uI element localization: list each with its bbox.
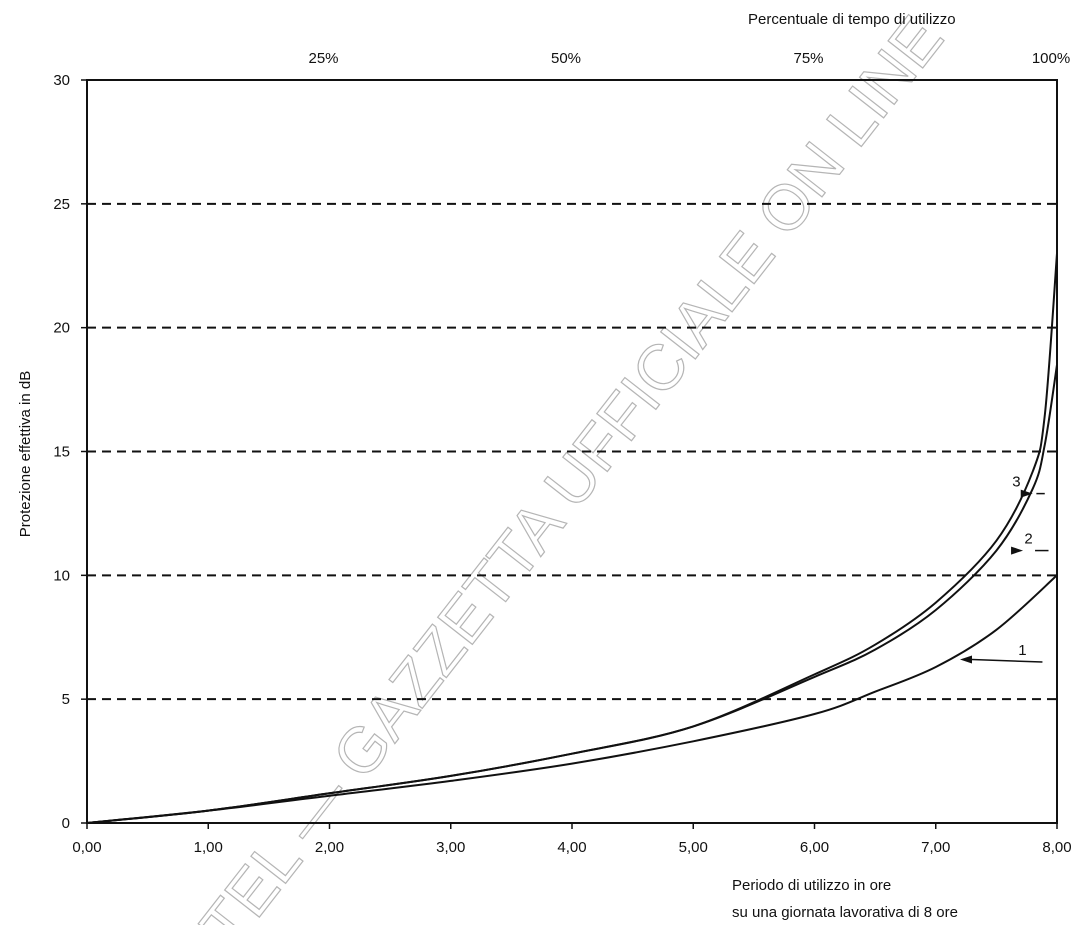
curve-label-arrowhead	[1011, 546, 1024, 555]
x-tick-label: 2,00	[315, 839, 344, 856]
watermark-text: TEL — GAZZETTA UFFICIALE ON LINE	[186, 3, 956, 925]
series-line-1	[86, 574, 1058, 824]
curve-label-text: 3	[1012, 474, 1020, 491]
series-group	[86, 253, 1058, 824]
top-axis-ticks: 25% 50% 75% 100%	[308, 50, 1070, 67]
x-axis-ticks: 0,00 1,00 2,00 3,00 4,00 5,00 6,00 7,00 8,00	[72, 823, 1072, 856]
x-tick-label: 8,00	[1042, 839, 1071, 856]
x-tick-label: 6,00	[800, 839, 829, 856]
dashed-gridlines	[87, 202, 1057, 701]
y-tick-label: 20	[53, 320, 70, 337]
series-line-3	[86, 253, 1058, 824]
x-tick-label: 5,00	[679, 839, 708, 856]
curve-label-arrowhead	[960, 655, 972, 664]
curve-annotations: 1 2 3	[960, 474, 1049, 664]
curve-label-arrowhead	[1020, 489, 1033, 498]
curve-label-2: 2	[1011, 531, 1049, 555]
top-tick-label: 50%	[551, 50, 581, 67]
x-tick-label: 3,00	[436, 839, 465, 856]
y-axis-ticks: 0 5 10 15 20 25 30	[53, 72, 87, 832]
curve-label-text: 2	[1024, 531, 1032, 548]
curve-label-3: 3	[1012, 474, 1045, 498]
x-tick-label: 0,00	[72, 839, 101, 856]
y-tick-label: 10	[53, 567, 70, 584]
x-tick-label: 7,00	[921, 839, 950, 856]
curve-label-1: 1	[960, 642, 1043, 664]
curve-label-leader	[971, 658, 1043, 663]
x-axis-title-line-1: Periodo di utilizzo in ore	[732, 877, 891, 894]
y-tick-label: 5	[62, 691, 70, 708]
y-tick-label: 0	[62, 815, 70, 832]
y-tick-label: 15	[53, 444, 70, 461]
x-tick-label: 1,00	[194, 839, 223, 856]
y-axis-title: Protezione effettiva in dB	[17, 371, 34, 538]
y-tick-label: 25	[53, 196, 70, 213]
y-tick-label: 30	[53, 72, 70, 89]
top-tick-label: 25%	[308, 50, 338, 67]
x-tick-label: 4,00	[557, 839, 586, 856]
x-axis-title-line-2: su una giornata lavorativa di 8 ore	[732, 904, 958, 921]
top-tick-label: 75%	[793, 50, 823, 67]
top-tick-label: 100%	[1032, 50, 1070, 67]
curve-label-text: 1	[1018, 642, 1026, 659]
top-axis-title: Percentuale di tempo di utilizzo	[748, 11, 956, 28]
